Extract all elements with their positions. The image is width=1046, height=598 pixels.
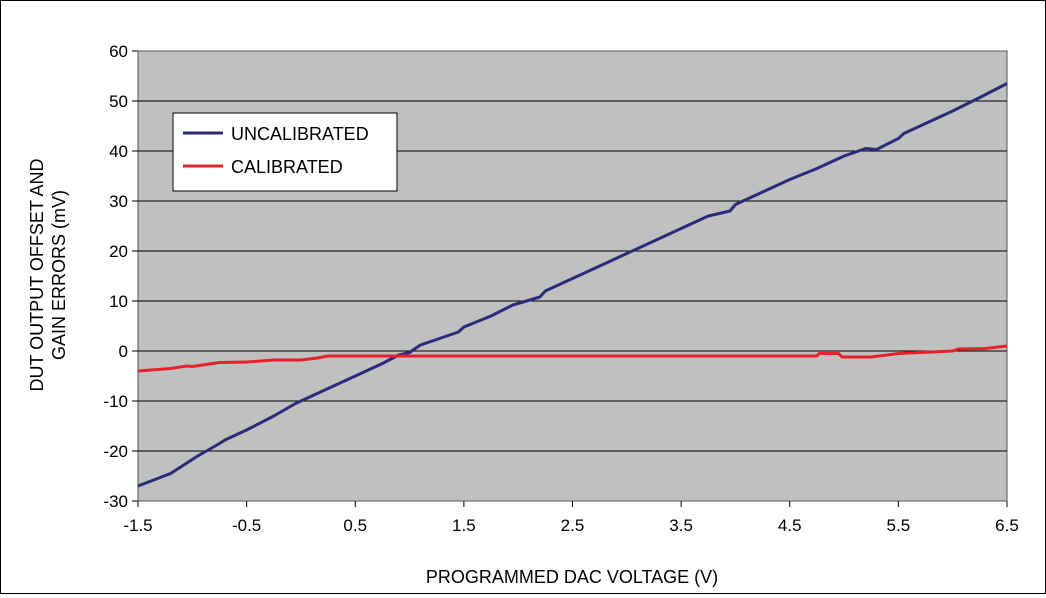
y-axis-label: DUT OUTPUT OFFSET AND GAIN ERRORS (mV): [27, 158, 69, 391]
y-axis-label-line-2: GAIN ERRORS (mV): [49, 190, 69, 360]
x-tick-label: 5.5: [887, 516, 911, 535]
x-tick-label: 4.5: [778, 516, 802, 535]
x-axis-ticks: -1.5 -0.5 0.5 1.5 2.5 3.5 4.5 5.5 6.5: [123, 501, 1019, 535]
y-tick-label: -30: [103, 492, 128, 511]
x-tick-label: -0.5: [232, 516, 261, 535]
y-tick-label: 60: [109, 42, 128, 61]
x-tick-label: 0.5: [343, 516, 367, 535]
y-tick-label: 30: [109, 192, 128, 211]
series-line-calibrated: [137, 344, 1008, 373]
y-tick-label: 0: [119, 342, 128, 361]
legend-label-calibrated: CALIBRATED: [231, 157, 343, 177]
y-tick-label: 10: [109, 292, 128, 311]
x-axis-label: PROGRAMMED DAC VOLTAGE (V): [426, 567, 718, 587]
y-tick-label: -10: [103, 392, 128, 411]
legend: UNCALIBRATED CALIBRATED: [172, 112, 398, 192]
y-tick-label: 50: [109, 92, 128, 111]
series-lines: [137, 82, 1008, 488]
legend-box: [172, 112, 398, 192]
x-tick-label: 2.5: [561, 516, 585, 535]
x-tick-label: 1.5: [452, 516, 476, 535]
x-tick-label: 3.5: [669, 516, 693, 535]
y-axis-label-line-1: DUT OUTPUT OFFSET AND: [27, 158, 47, 391]
x-tick-label: -1.5: [123, 516, 152, 535]
y-tick-label: -20: [103, 442, 128, 461]
legend-label-uncalibrated: UNCALIBRATED: [231, 124, 369, 144]
y-tick-label: 40: [109, 142, 128, 161]
y-tick-label: 20: [109, 242, 128, 261]
series-line-uncalibrated: [137, 82, 1008, 488]
x-tick-label: 6.5: [995, 516, 1019, 535]
y-axis-ticks: 60 50 40 30 20 10 0 -10 -20 -30: [103, 42, 138, 511]
